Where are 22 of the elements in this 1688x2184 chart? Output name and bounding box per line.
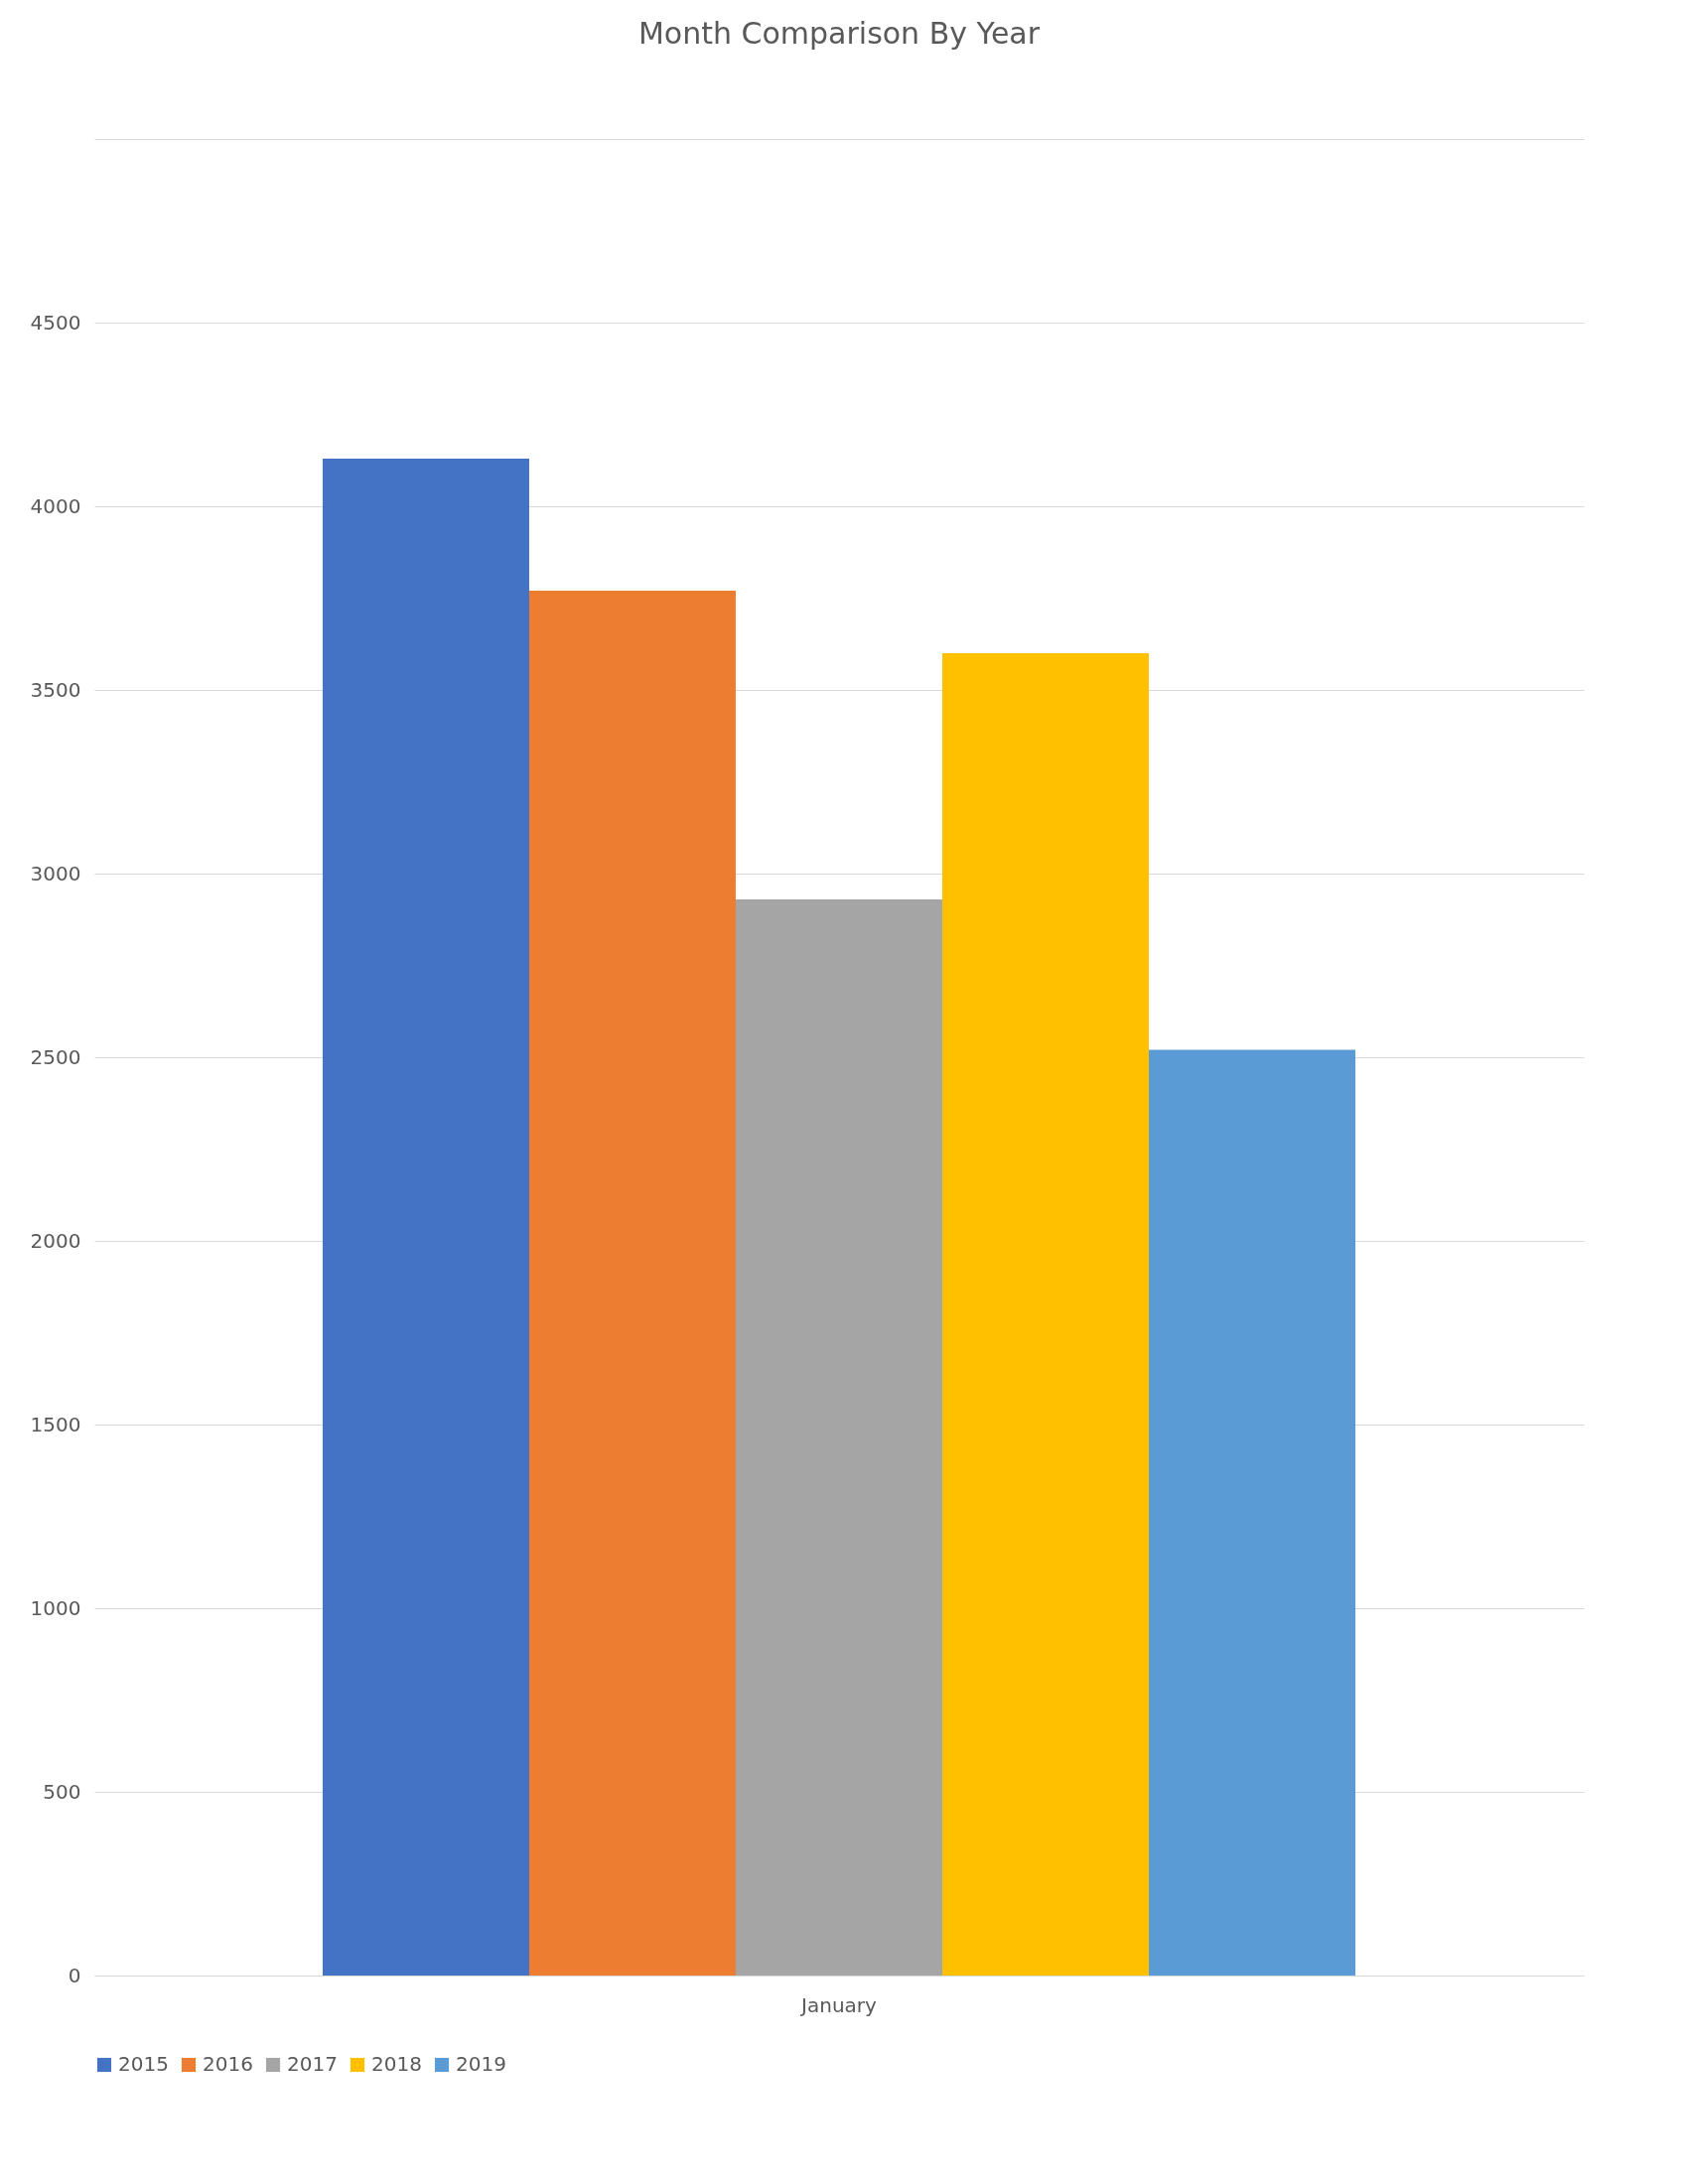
y-tick-label: 3000 (30, 861, 81, 886)
legend-label: 2016 (203, 2052, 253, 2076)
y-tick-label: 1500 (30, 1412, 81, 1436)
legend-label: 2017 (287, 2052, 338, 2076)
bar (1149, 1049, 1356, 1976)
chart-title: Month Comparison By Year (637, 16, 1041, 51)
y-tick-label: 1000 (30, 1595, 81, 1620)
bar (528, 591, 736, 1976)
y-tick-label: 2500 (30, 1044, 81, 1069)
bar (735, 898, 943, 1976)
x-tick-label: January (799, 1992, 878, 2017)
y-tick-label: 4500 (30, 310, 81, 335)
legend-label: 2018 (371, 2052, 422, 2076)
y-tick-label: 4000 (30, 493, 81, 518)
bar (322, 458, 529, 1976)
y-tick-label: 500 (43, 1779, 81, 1804)
y-tick-label: 0 (68, 1963, 81, 1987)
y-tick-label: 2000 (30, 1228, 81, 1253)
legend-label: 2015 (118, 2052, 169, 2076)
bar (942, 653, 1150, 1976)
legend-label: 2019 (456, 2052, 506, 2076)
y-tick-label: 3500 (30, 677, 81, 702)
